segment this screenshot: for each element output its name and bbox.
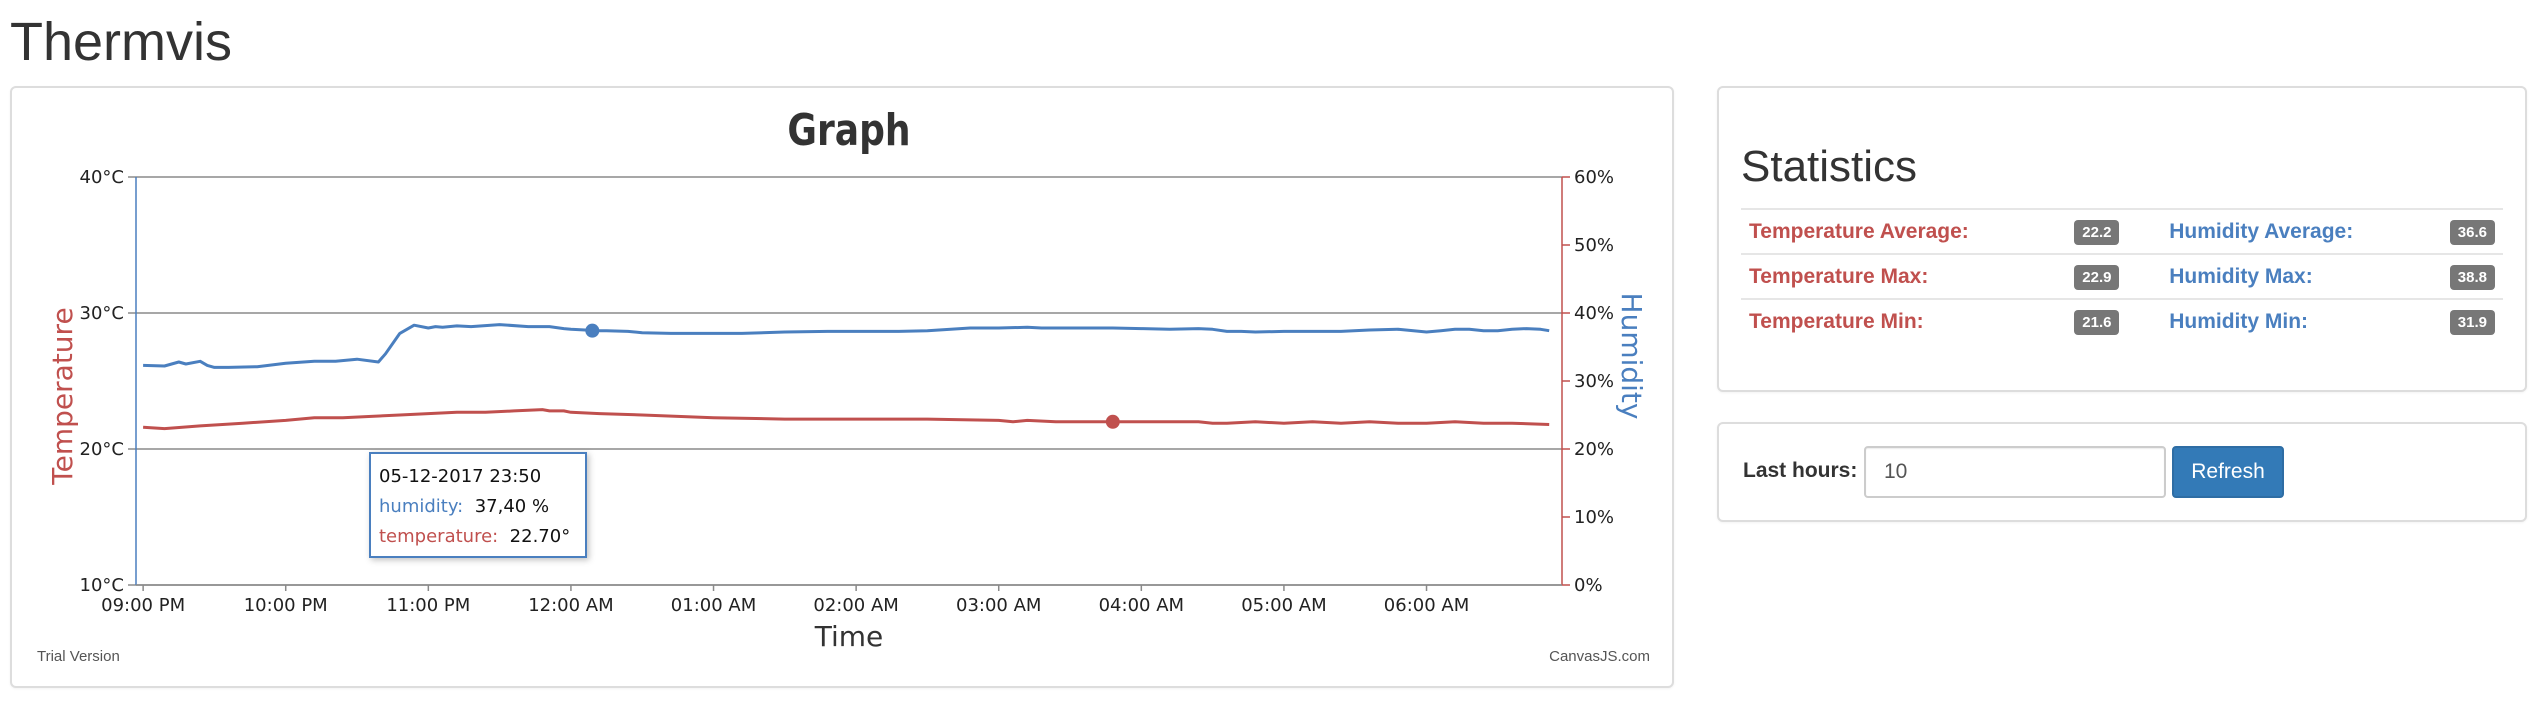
app-title: Thermvis [10, 12, 233, 72]
tooltip-temperature-label: temperature: [379, 526, 499, 547]
x-tick-label: 11:00 PM [386, 595, 470, 616]
stats-row-min: Temperature Min: 21.6 Humidity Min: 31.9 [1741, 298, 2503, 343]
chart-title: Graph [787, 106, 910, 156]
y2-tick-label: 10% [1574, 507, 1614, 528]
y-tick-label: 30°C [80, 303, 124, 324]
temperature-average-label: Temperature Average: [1741, 208, 2067, 254]
y2-tick-label: 0% [1574, 575, 1603, 596]
temperature-min-label: Temperature Min: [1741, 298, 2067, 343]
humidity-min-label: Humidity Min: [2161, 298, 2442, 343]
trial-version-text: Trial Version [37, 648, 120, 665]
stats-row-max: Temperature Max: 22.9 Humidity Max: 38.8 [1741, 253, 2503, 299]
humidity-min-badge: 31.9 [2449, 309, 2495, 335]
x-tick-label: 05:00 AM [1241, 595, 1326, 616]
temperature-min-badge: 21.6 [2074, 309, 2120, 335]
statistics-table: Temperature Average: 22.2 Humidity Avera… [1741, 208, 2503, 343]
tooltip-temperature-value: 22.70° [509, 526, 571, 547]
humidity-max-badge: 38.8 [2449, 264, 2495, 290]
temperature-max-label: Temperature Max: [1741, 253, 2067, 299]
graph-panel: Graph 10°C 20°C 30°C 40°C 0% 10% 20% 30% 40% 50% 60… [10, 86, 1674, 688]
graph-chart: Graph 10°C 20°C 30°C 40°C 0% 10% 20% 30% 40% 50% 60… [46, 106, 1648, 653]
humidity-max-label: Humidity Max: [2161, 253, 2442, 299]
humidity-average-badge: 36.6 [2449, 219, 2495, 245]
y2-tick-label: 60% [1574, 167, 1614, 188]
temperature-max-badge: 22.9 [2074, 264, 2120, 290]
y-tick-label: 20°C [80, 439, 124, 460]
x-tick-label: 09:00 PM [101, 595, 185, 616]
controls-panel: Last hours: Refresh [1717, 422, 2527, 522]
temperature-series-line [143, 408, 1550, 431]
temperature-average-badge: 22.2 [2074, 219, 2120, 245]
humidity-series-line [143, 323, 1550, 369]
refresh-button[interactable]: Refresh [2172, 446, 2284, 498]
y-tick-label: 10°C [80, 575, 124, 596]
x-tick-label: 12:00 AM [528, 595, 613, 616]
tooltip-humidity: humidity: 37,40 % [379, 492, 577, 522]
chart-tooltip: 05-12-2017 23:50 humidity: 37,40 % tempe… [369, 452, 587, 558]
x-tick-label: 10:00 PM [244, 595, 328, 616]
x-tick-label: 02:00 AM [813, 595, 898, 616]
y-tick-label: 40°C [80, 167, 124, 188]
x-axis-title: Time [814, 620, 884, 653]
tooltip-datetime: 05-12-2017 23:50 [379, 466, 542, 487]
y-axis-title: Temperature [46, 307, 79, 485]
tooltip-humidity-label: humidity: [379, 496, 464, 517]
x-tick-label: 01:00 AM [671, 595, 756, 616]
statistics-panel: Statistics Temperature Average: 22.2 Hum… [1717, 86, 2527, 392]
y2-tick-label: 50% [1574, 235, 1614, 256]
temperature-highlight-point [1105, 414, 1120, 429]
y2-tick-label: 40% [1574, 303, 1614, 324]
tooltip-humidity-value: 37,40 % [474, 496, 550, 517]
stats-row-average: Temperature Average: 22.2 Humidity Avera… [1741, 208, 2503, 254]
humidity-average-label: Humidity Average: [2161, 208, 2442, 254]
y2-tick-label: 30% [1574, 371, 1614, 392]
x-tick-label: 04:00 AM [1099, 595, 1184, 616]
x-tick-label: 03:00 AM [956, 595, 1041, 616]
last-hours-input[interactable] [1864, 446, 2166, 498]
tooltip-temperature: temperature: 22.70° [379, 522, 577, 552]
humidity-highlight-point [585, 323, 600, 338]
y2-tick-label: 20% [1574, 439, 1614, 460]
canvasjs-credit-link[interactable]: CanvasJS.com [1549, 648, 1650, 665]
y2-axis-title: Humidity [1615, 293, 1648, 420]
x-tick-label: 06:00 AM [1384, 595, 1469, 616]
last-hours-label: Last hours: [1743, 459, 1858, 482]
statistics-title: Statistics [1741, 142, 1918, 191]
